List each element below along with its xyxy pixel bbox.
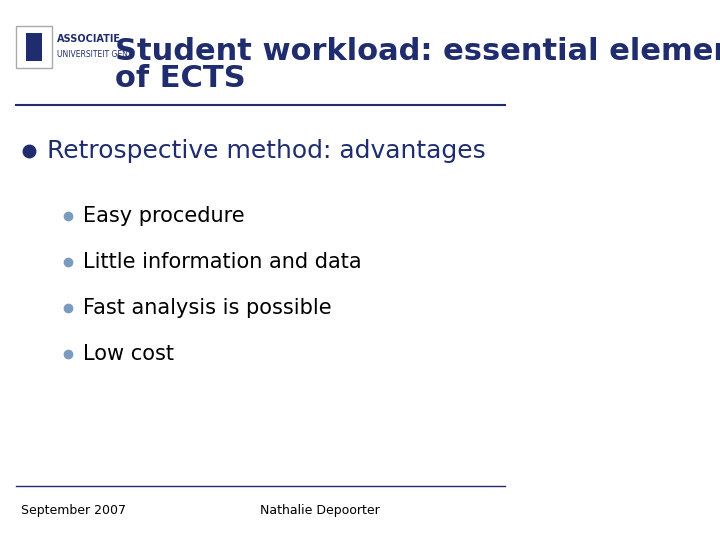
Text: Nathalie Depoorter: Nathalie Depoorter [261,504,380,517]
Text: Easy procedure: Easy procedure [84,206,245,226]
Text: ASSOCIATIE: ASSOCIATIE [58,34,121,44]
Text: September 2007: September 2007 [21,504,126,517]
Text: Fast analysis is possible: Fast analysis is possible [84,298,332,318]
Text: Little information and data: Little information and data [84,252,362,272]
Text: of ECTS: of ECTS [114,64,246,93]
Text: Low cost: Low cost [84,343,174,364]
Text: UNIVERSITEIT GENT: UNIVERSITEIT GENT [58,50,132,59]
Text: Retrospective method: advantages: Retrospective method: advantages [47,139,485,163]
FancyBboxPatch shape [16,26,52,68]
FancyBboxPatch shape [26,32,42,61]
Text: Student workload: essential element: Student workload: essential element [114,37,720,66]
